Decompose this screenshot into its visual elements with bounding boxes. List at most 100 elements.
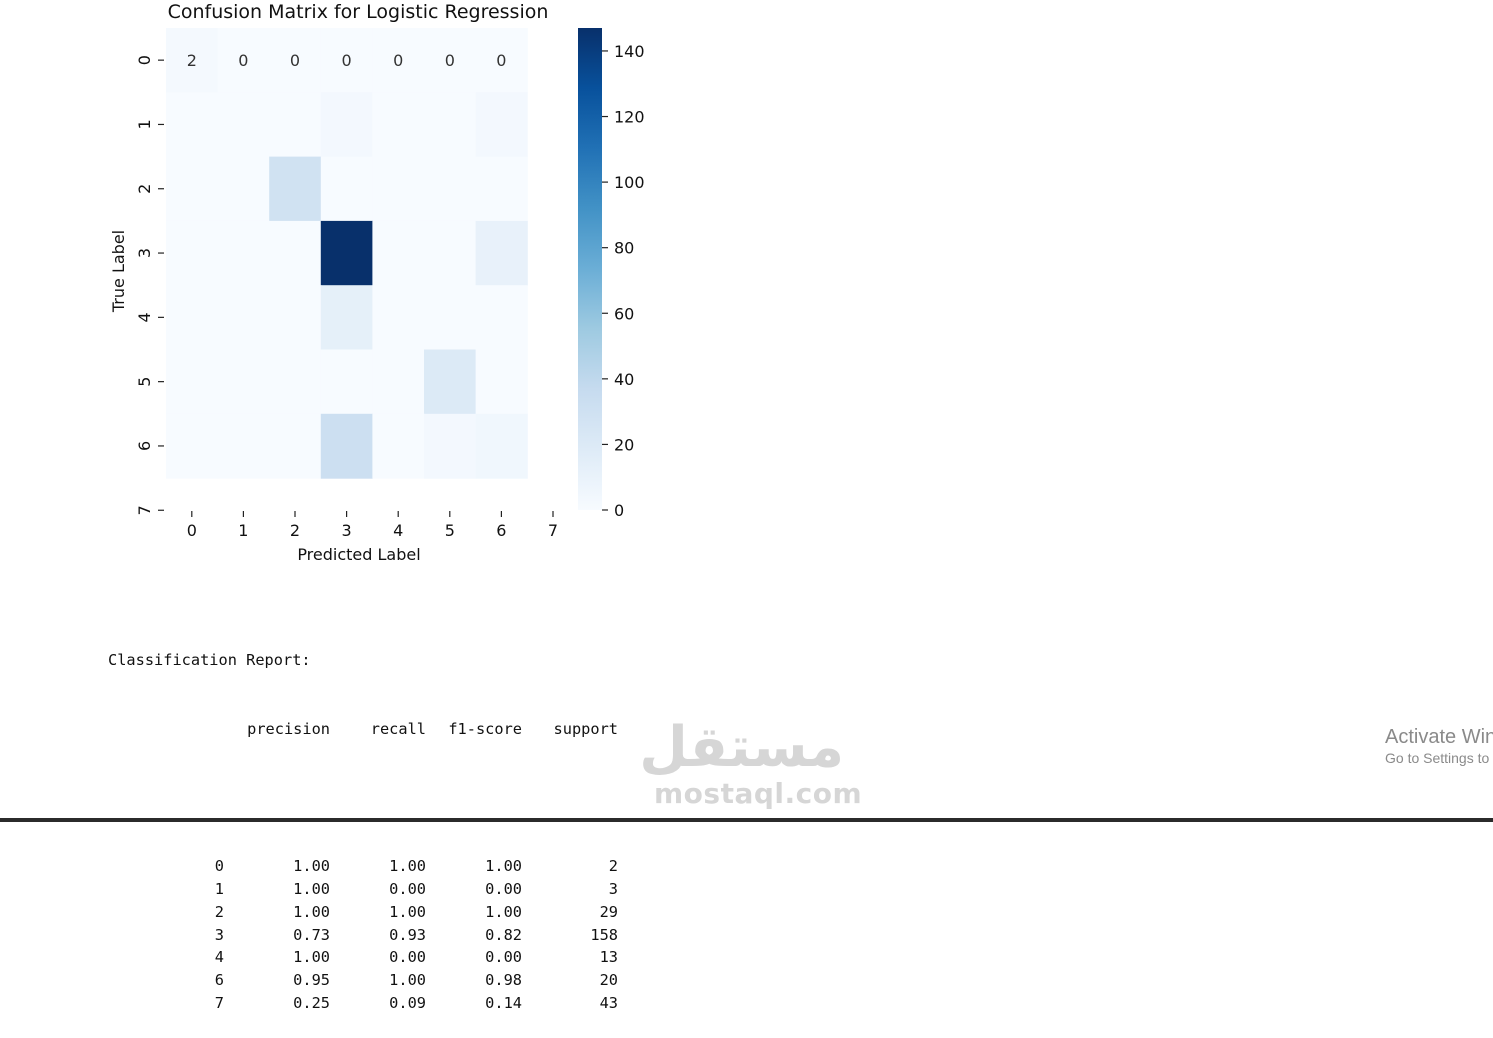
y-tick-label-0: 0 <box>135 55 154 65</box>
report-label: 0 <box>214 856 224 875</box>
heatmap-cell-3-2 <box>269 220 322 286</box>
report-row: 4 1.00 0.00 0.00 13 <box>108 946 618 969</box>
report-precision: 1.00 <box>293 856 330 875</box>
heatmap-cell-0-2 <box>269 28 322 93</box>
colorbar-tick-label-2: 40 <box>614 370 634 389</box>
cell-annotation-0-5: 0 <box>445 51 455 70</box>
report-precision: 0.73 <box>293 925 330 944</box>
report-support: 29 <box>599 902 618 921</box>
report-precision: 0.25 <box>293 994 330 1013</box>
heatmap-cell-4-4 <box>372 285 425 351</box>
y-tick-label-3: 3 <box>135 248 154 258</box>
y-tick-label-7: 7 <box>135 505 154 515</box>
report-recall: 1.00 <box>389 856 426 875</box>
x-axis-label: Predicted Label <box>297 545 420 564</box>
heatmap-cell-1-6 <box>475 92 528 158</box>
heatmap-cell-6-4 <box>372 413 425 479</box>
mostaql-watermark: مستقل mostaql.com <box>639 715 861 810</box>
cell-annotation-0-6: 0 <box>496 51 506 70</box>
heatmap-cell-2-1 <box>217 156 270 222</box>
heatmap-cell-2-3 <box>320 156 373 222</box>
x-tick-label-1: 1 <box>238 521 248 540</box>
colorbar-tick-label-0: 0 <box>614 501 624 520</box>
report-row: 0 1.00 1.00 1.00 2 <box>108 855 618 878</box>
heatmap-cell-2-4 <box>372 156 425 222</box>
heatmap-cell-6-2 <box>269 413 322 479</box>
report-recall: 0.09 <box>389 994 426 1013</box>
report-precision: 1.00 <box>293 879 330 898</box>
heatmap-cell-1-3 <box>320 92 373 158</box>
colorbar-tick-label-3: 60 <box>614 304 634 323</box>
report-row: 1 1.00 0.00 0.00 3 <box>108 878 618 901</box>
heatmap-cell-0-4 <box>372 28 425 93</box>
heatmap-cell-2-0 <box>166 156 219 222</box>
cell-annotation-0-0: 2 <box>187 51 197 70</box>
heatmap-cell-6-3 <box>320 413 373 479</box>
chart-title: Confusion Matrix for Logistic Regression <box>168 1 549 23</box>
report-label: 6 <box>214 971 224 990</box>
heatmap-cell-4-2 <box>269 285 322 351</box>
report-row: 3 0.73 0.93 0.82 158 <box>108 924 618 947</box>
report-recall: 1.00 <box>389 971 426 990</box>
x-tick-label-4: 4 <box>393 521 403 540</box>
colorbar-tick-label-4: 80 <box>614 239 634 258</box>
report-precision: 0.95 <box>293 971 330 990</box>
header-support: support <box>553 719 618 738</box>
heatmap-cell-2-2 <box>269 156 322 222</box>
report-row: 2 1.00 1.00 1.00 29 <box>108 901 618 924</box>
heatmap-cell-0-1 <box>217 28 270 93</box>
watermark-logo: مستقل <box>639 715 844 780</box>
heatmap-cell-5-5 <box>424 349 477 415</box>
colorbar-tick-label-6: 120 <box>614 108 645 127</box>
report-label: 4 <box>214 948 224 967</box>
cell-annotation-0-2: 0 <box>290 51 300 70</box>
heatmap-cell-0-5 <box>424 28 477 93</box>
report-header-row: precision recall f1-score support <box>108 718 618 741</box>
y-tick-label-5: 5 <box>135 377 154 387</box>
x-tick-label-3: 3 <box>342 521 352 540</box>
y-tick-label-4: 4 <box>135 312 154 322</box>
heatmap-cell-4-1 <box>217 285 270 351</box>
report-f1: 0.00 <box>485 948 522 967</box>
heatmap-cell-4-0 <box>166 285 219 351</box>
report-row: 7 0.25 0.09 0.14 43 <box>108 992 618 1015</box>
colorbar-tick-label-7: 140 <box>614 42 645 61</box>
heatmap-cell-6-5 <box>424 413 477 479</box>
heatmap-cell-5-6 <box>475 349 528 415</box>
report-label: 2 <box>214 902 224 921</box>
heatmap-cell-1-1 <box>217 92 270 158</box>
x-tick-label-6: 6 <box>496 521 506 540</box>
report-label: 3 <box>214 925 224 944</box>
report-recall: 0.00 <box>389 879 426 898</box>
x-tick-label-2: 2 <box>290 521 300 540</box>
report-precision: 1.00 <box>293 902 330 921</box>
report-support: 158 <box>590 925 618 944</box>
report-f1: 0.98 <box>485 971 522 990</box>
header-precision: precision <box>247 719 330 738</box>
heatmap-cell-1-4 <box>372 92 425 158</box>
heatmap-cell-2-5 <box>424 156 477 222</box>
heatmap-cell-2-6 <box>475 156 528 222</box>
report-title: Classification Report: <box>108 650 311 669</box>
report-f1: 1.00 <box>485 902 522 921</box>
activate-subtitle: Go to Settings to activate Windows. <box>1385 750 1493 766</box>
heatmap-cell-3-3 <box>320 220 373 286</box>
heatmap-cell-5-4 <box>372 349 425 415</box>
heatmap-cell-0-0 <box>166 28 219 93</box>
heatmap-cell-0-6 <box>475 28 528 93</box>
heatmap-cell-6-6 <box>475 413 528 479</box>
colorbar-tick-label-5: 100 <box>614 173 645 192</box>
report-f1: 0.00 <box>485 879 522 898</box>
report-label: 1 <box>214 879 224 898</box>
heatmap-cell-3-1 <box>217 220 270 286</box>
report-support: 43 <box>599 994 618 1013</box>
report-f1: 0.14 <box>485 994 522 1013</box>
confusion-matrix-chart: Confusion Matrix for Logistic Regression… <box>109 1 645 564</box>
activate-windows-notice: Activate Windows Go to Settings to activ… <box>1385 725 1493 767</box>
report-precision: 1.00 <box>293 948 330 967</box>
heatmap-cell-5-1 <box>217 349 270 415</box>
report-f1: 0.82 <box>485 925 522 944</box>
heatmap-cell-4-5 <box>424 285 477 351</box>
y-tick-label-2: 2 <box>135 184 154 194</box>
x-tick-label-7: 7 <box>548 521 558 540</box>
